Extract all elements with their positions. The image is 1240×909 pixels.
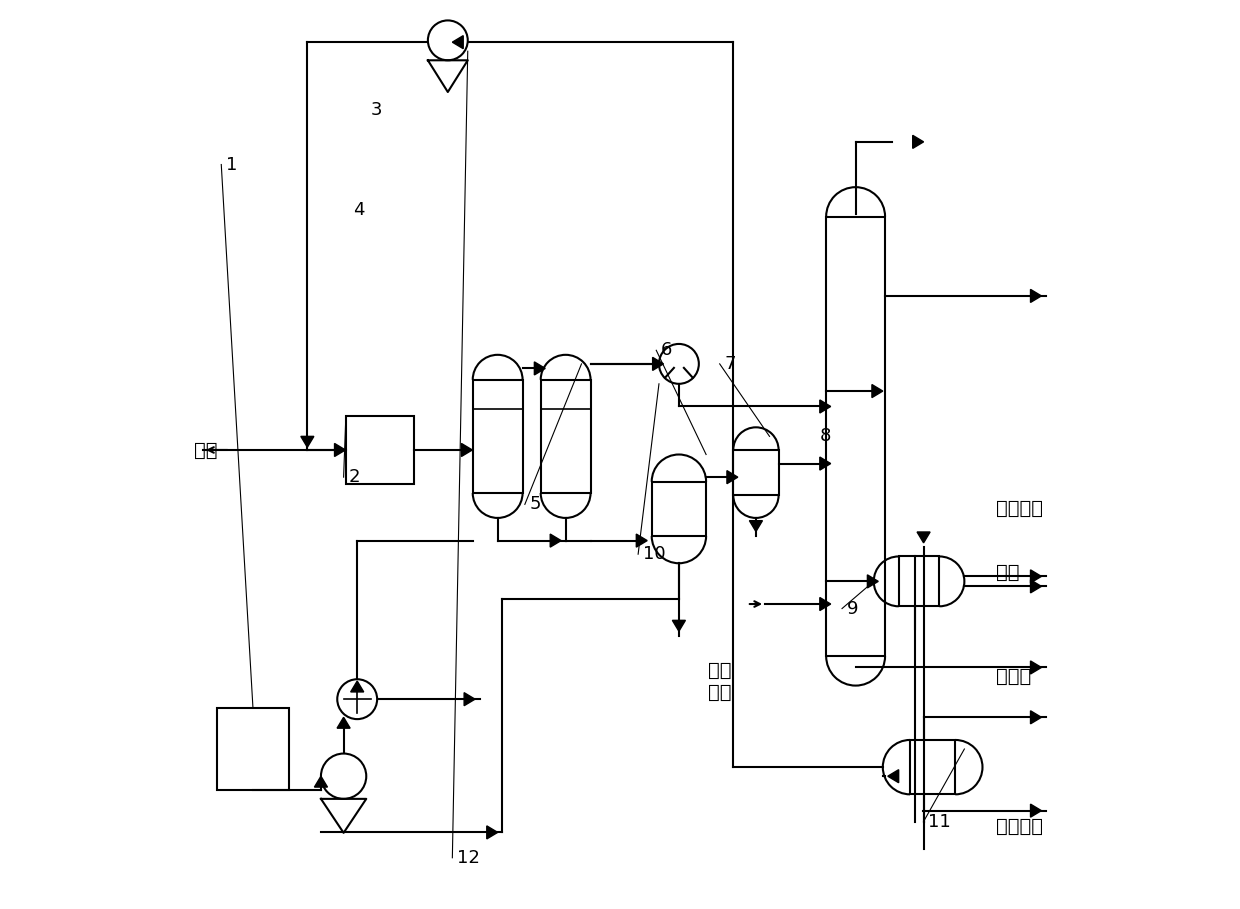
Polygon shape bbox=[872, 385, 883, 397]
Polygon shape bbox=[888, 770, 899, 783]
Polygon shape bbox=[1030, 711, 1042, 724]
Text: 2: 2 bbox=[348, 468, 360, 486]
Text: 供氢溶剂: 供氢溶剂 bbox=[996, 816, 1043, 835]
Polygon shape bbox=[1030, 661, 1042, 674]
Bar bbox=[652, 482, 706, 536]
Text: 7: 7 bbox=[724, 355, 735, 373]
Text: 3: 3 bbox=[371, 101, 382, 119]
Bar bbox=[910, 740, 955, 794]
Polygon shape bbox=[461, 444, 472, 456]
Polygon shape bbox=[636, 534, 647, 547]
Text: 8: 8 bbox=[820, 427, 831, 445]
Polygon shape bbox=[551, 534, 560, 547]
Bar bbox=[346, 416, 414, 484]
Polygon shape bbox=[335, 444, 346, 456]
Polygon shape bbox=[913, 135, 924, 148]
Circle shape bbox=[428, 20, 467, 60]
Polygon shape bbox=[918, 532, 930, 543]
Circle shape bbox=[337, 679, 377, 719]
Text: 5: 5 bbox=[529, 495, 541, 514]
Bar bbox=[217, 708, 289, 790]
Bar bbox=[826, 216, 885, 656]
Polygon shape bbox=[464, 693, 475, 705]
Bar bbox=[472, 380, 522, 493]
Polygon shape bbox=[301, 436, 314, 447]
Polygon shape bbox=[337, 717, 350, 728]
Polygon shape bbox=[652, 357, 663, 370]
Polygon shape bbox=[1030, 570, 1042, 583]
Text: 1: 1 bbox=[226, 155, 237, 174]
Polygon shape bbox=[1030, 580, 1042, 593]
Polygon shape bbox=[868, 574, 878, 588]
Polygon shape bbox=[1030, 289, 1042, 303]
Circle shape bbox=[321, 754, 366, 799]
Polygon shape bbox=[820, 457, 831, 470]
Bar bbox=[541, 380, 590, 493]
Text: 10: 10 bbox=[642, 545, 666, 564]
Text: 水相: 水相 bbox=[996, 563, 1019, 582]
Text: 不凝气: 不凝气 bbox=[996, 667, 1032, 686]
Polygon shape bbox=[1030, 804, 1042, 817]
Text: 9: 9 bbox=[847, 600, 858, 617]
Circle shape bbox=[658, 344, 699, 384]
Text: 氢气: 氢气 bbox=[195, 441, 217, 459]
Polygon shape bbox=[315, 776, 327, 787]
Bar bbox=[899, 556, 940, 606]
Polygon shape bbox=[820, 597, 831, 611]
Polygon shape bbox=[749, 521, 763, 532]
Polygon shape bbox=[351, 681, 363, 692]
Text: 过热
蒸汽: 过热 蒸汽 bbox=[708, 661, 732, 702]
Polygon shape bbox=[534, 362, 546, 375]
Polygon shape bbox=[453, 35, 464, 49]
Text: 轻质油相: 轻质油相 bbox=[996, 499, 1043, 518]
Text: 12: 12 bbox=[456, 849, 480, 867]
Text: 11: 11 bbox=[928, 813, 951, 831]
Polygon shape bbox=[727, 471, 738, 484]
Polygon shape bbox=[487, 826, 497, 839]
Polygon shape bbox=[820, 400, 831, 413]
Text: 4: 4 bbox=[352, 201, 365, 219]
Polygon shape bbox=[672, 620, 686, 631]
Bar bbox=[733, 450, 779, 495]
Text: 6: 6 bbox=[661, 341, 672, 359]
